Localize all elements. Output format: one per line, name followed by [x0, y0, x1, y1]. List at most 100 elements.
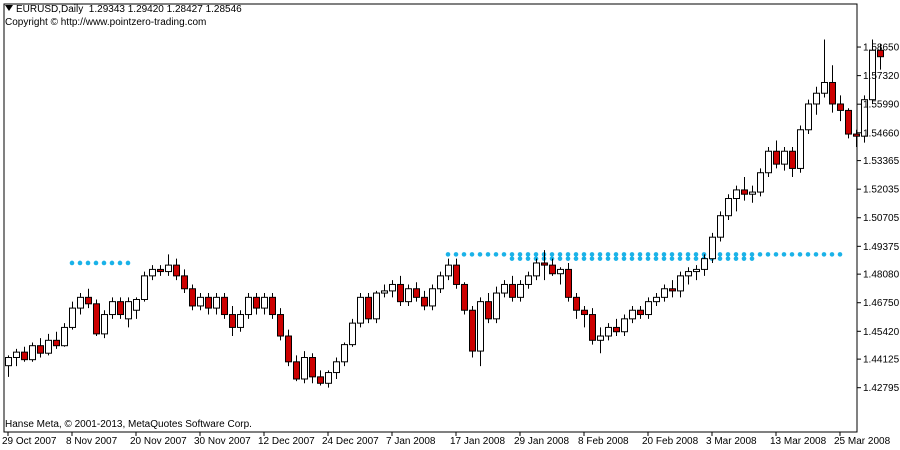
- bull-candle: [493, 286, 500, 324]
- candle-body: [877, 49, 884, 58]
- bull-candle: [869, 39, 876, 104]
- candle-body: [237, 314, 244, 328]
- candle-body: [749, 191, 756, 195]
- resistance-level-0: [445, 252, 843, 257]
- bull-candle: [765, 146, 772, 178]
- candle-body: [333, 361, 340, 374]
- candle-body: [741, 189, 748, 195]
- resistance-dot: [733, 256, 739, 261]
- candle-body: [165, 264, 172, 273]
- bull-candle: [125, 297, 132, 328]
- resistance-dot: [509, 252, 515, 257]
- bull-candle: [141, 271, 148, 302]
- bull-candle: [109, 297, 116, 319]
- ohlc-values: 1.29343 1.29420 1.28427 1.28546: [88, 4, 242, 15]
- candle-body: [565, 268, 572, 298]
- candle-body: [213, 296, 220, 309]
- copyright-line: Copyright © http://www.pointzero-trading…: [5, 17, 207, 28]
- candle-body: [141, 275, 148, 300]
- resistance-dot: [69, 260, 75, 266]
- candle-body: [381, 290, 388, 294]
- bear-candle: [293, 355, 300, 382]
- candle-body: [261, 296, 268, 309]
- bull-candle: [701, 254, 708, 276]
- candle-body: [229, 314, 236, 328]
- triangle-down-icon[interactable]: [5, 5, 13, 11]
- bull-candle: [5, 355, 12, 377]
- candle-body: [109, 301, 116, 316]
- candle-body: [549, 264, 556, 275]
- bear-candle: [205, 293, 212, 315]
- candle-body: [357, 296, 364, 324]
- candle-body: [525, 275, 532, 285]
- candle-body: [637, 309, 644, 316]
- price-tick-label: 1.42795: [863, 383, 900, 394]
- bear-candle: [613, 318, 620, 337]
- bear-candle: [221, 293, 228, 319]
- resistance-dot: [605, 256, 611, 261]
- resistance-dot: [637, 252, 643, 257]
- bull-candle: [477, 297, 484, 367]
- resistance-dot: [469, 252, 475, 257]
- date-tick-label: 25 Mar 2008: [834, 436, 891, 447]
- date-tick-label: 3 Mar 2008: [706, 436, 757, 447]
- bear-candle: [285, 329, 292, 367]
- bear-candle: [317, 370, 324, 386]
- resistance-dot: [109, 260, 115, 266]
- candle-body: [69, 307, 76, 328]
- bear-candle: [845, 108, 852, 139]
- date-tick-label: 8 Nov 2007: [66, 436, 118, 447]
- candle-body: [37, 345, 44, 354]
- candle-body: [29, 345, 36, 361]
- bear-candle: [469, 305, 476, 358]
- bull-candle: [501, 280, 508, 298]
- bull-candle: [341, 342, 348, 367]
- candle-body: [149, 268, 156, 277]
- bull-candle: [781, 146, 788, 171]
- candle-body: [805, 103, 812, 131]
- bull-candle: [605, 323, 612, 341]
- candle-body: [85, 296, 92, 305]
- bear-candle: [485, 293, 492, 324]
- bull-candle: [13, 348, 20, 367]
- resistance-dot: [525, 252, 531, 257]
- candle-body: [405, 288, 412, 303]
- date-tick-label: 12 Dec 2007: [258, 436, 315, 447]
- resistance-dot: [565, 256, 571, 261]
- bull-candle: [69, 301, 76, 330]
- footer-copyright: Hanse Meta, © 2001-2013, MetaQuotes Soft…: [5, 419, 252, 430]
- price-tick-label: 1.55990: [863, 100, 900, 111]
- candle-body: [845, 109, 852, 135]
- bear-candle: [853, 129, 860, 147]
- bear-candle: [157, 265, 164, 276]
- date-tick-label: 13 Mar 2008: [770, 436, 827, 447]
- candle-body: [757, 172, 764, 193]
- bull-candle: [677, 271, 684, 298]
- bull-candle: [373, 290, 380, 324]
- resistance-dot: [517, 252, 523, 257]
- resistance-dot: [581, 252, 587, 257]
- candle-body: [253, 296, 260, 309]
- candle-body: [541, 262, 548, 266]
- bull-candle: [445, 258, 452, 281]
- bull-candle: [389, 280, 396, 298]
- candle-body: [413, 288, 420, 298]
- price-tick-label: 1.57320: [863, 71, 900, 82]
- resistance-dot: [485, 252, 491, 257]
- bull-candle: [653, 293, 660, 306]
- bull-candle: [717, 211, 724, 242]
- candle-body: [501, 283, 508, 294]
- bull-candle: [77, 293, 84, 315]
- resistance-dot: [813, 252, 819, 257]
- bear-candle: [877, 43, 884, 70]
- bull-candle: [349, 318, 356, 347]
- resistance-dot: [557, 256, 563, 261]
- bull-candle: [45, 333, 52, 356]
- date-tick-label: 17 Jan 2008: [450, 436, 505, 447]
- price-tick-label: 1.52035: [863, 185, 900, 196]
- resistance-dot: [693, 256, 699, 261]
- resistance-dot: [637, 256, 643, 261]
- bull-candle: [29, 342, 36, 362]
